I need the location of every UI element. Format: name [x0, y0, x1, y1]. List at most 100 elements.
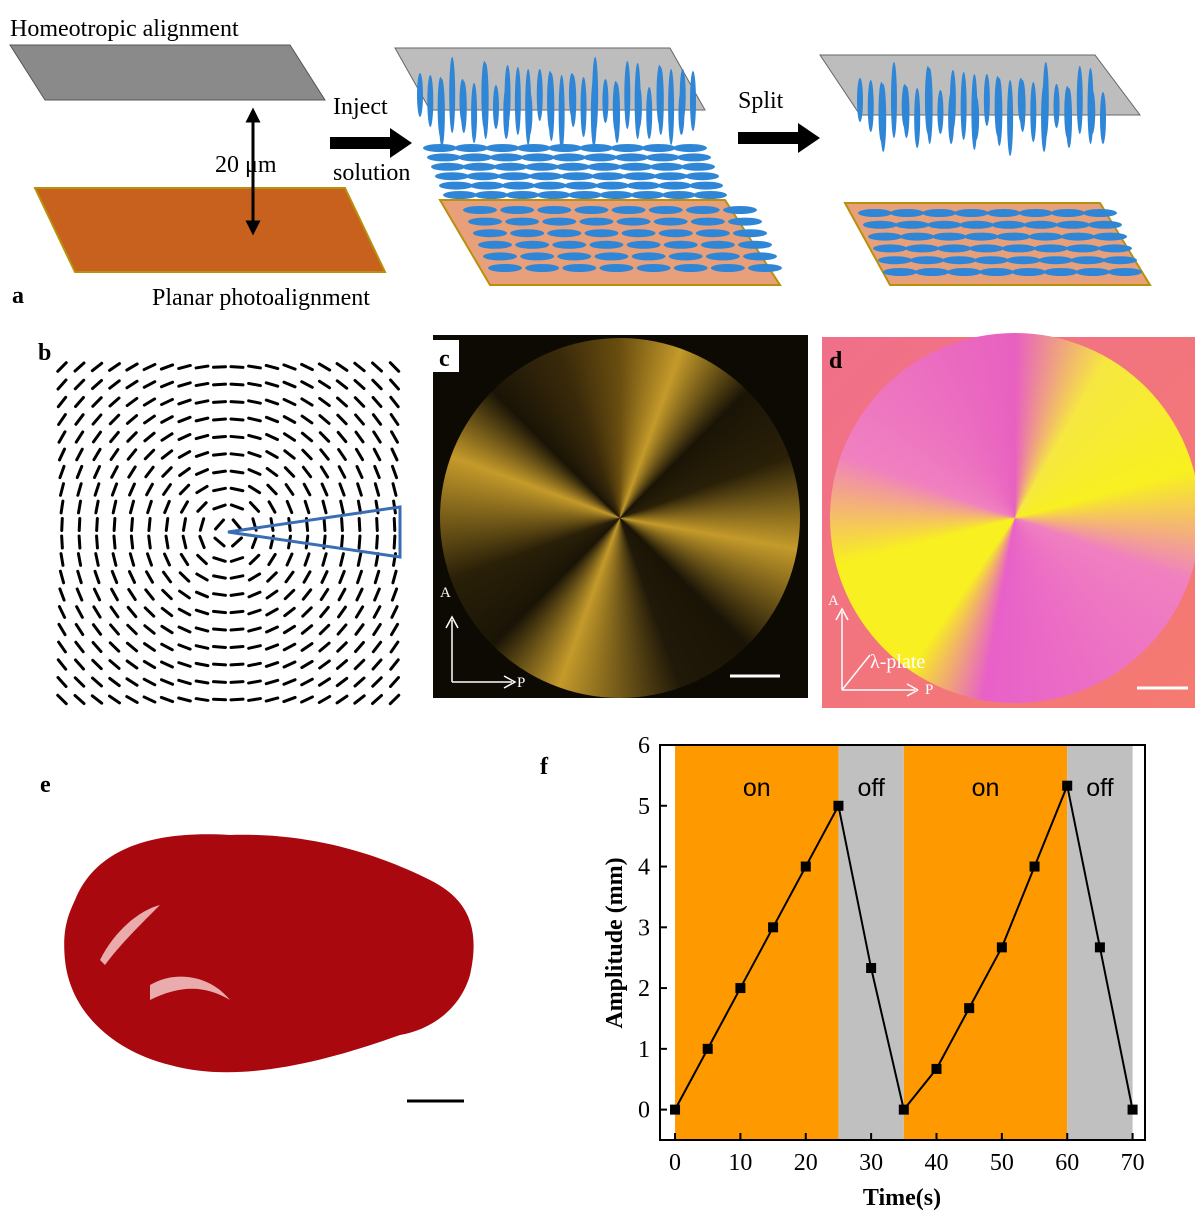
director: [267, 627, 278, 632]
director: [97, 519, 98, 531]
director: [355, 363, 364, 370]
lc-molecule: [857, 78, 863, 122]
director: [196, 418, 208, 421]
lc-molecule: [520, 252, 554, 260]
director: [214, 629, 226, 630]
lc-molecule: [560, 172, 594, 180]
director: [231, 488, 243, 490]
director: [356, 607, 362, 617]
figure-svg: Homeotropic alignment 20 μm Inject solut…: [0, 0, 1195, 1213]
director: [94, 607, 100, 617]
director: [284, 417, 295, 423]
figure: Homeotropic alignment 20 μm Inject solut…: [0, 0, 1195, 1213]
lc-molecule: [594, 252, 628, 260]
lc-molecule: [691, 218, 725, 226]
lc-molecule: [1100, 92, 1106, 144]
director: [374, 607, 380, 618]
panel-label: b: [38, 340, 51, 366]
lc-molecule: [506, 191, 540, 199]
text: Split: [738, 88, 784, 114]
director: [214, 699, 226, 700]
lc-molecule: [579, 218, 613, 226]
text: Homeotropic alignment: [10, 16, 239, 42]
director: [196, 366, 208, 368]
lc-molecule: [526, 91, 532, 135]
director: [339, 607, 346, 617]
lc-molecule: [649, 206, 683, 214]
director: [302, 644, 312, 651]
panel-label: a: [12, 283, 24, 309]
director: [391, 397, 398, 406]
director: [231, 594, 243, 596]
lc-molecule: [521, 153, 555, 161]
director: [127, 364, 137, 370]
lc-molecule: [478, 241, 512, 249]
y-tick-label: 3: [638, 915, 650, 941]
director: [197, 574, 207, 580]
lc-molecule: [548, 144, 582, 152]
director: [249, 646, 261, 649]
director: [179, 698, 191, 701]
director: [338, 643, 347, 651]
director: [392, 432, 398, 442]
lc-molecule: [615, 153, 649, 161]
director: [59, 607, 64, 618]
lc-molecule: [927, 68, 933, 144]
lc-molecule: [581, 77, 587, 137]
director: [60, 589, 64, 600]
lc-molecule: [533, 182, 567, 190]
director: [79, 536, 80, 548]
director: [113, 501, 116, 513]
director: [267, 434, 278, 439]
director: [375, 466, 379, 477]
director: [390, 678, 398, 687]
director: [111, 625, 119, 634]
text: P: [925, 682, 933, 698]
director: [319, 697, 329, 703]
lc-molecule: [637, 264, 671, 272]
director: [373, 660, 381, 669]
data-point: [964, 1003, 974, 1013]
director: [214, 367, 226, 368]
x-axis-title: Time(s): [863, 1185, 941, 1211]
director: [196, 663, 208, 665]
lc-molecule: [681, 163, 715, 171]
director: [303, 467, 310, 477]
lc-molecule: [562, 264, 596, 272]
director: [214, 488, 226, 490]
director: [165, 501, 170, 512]
director: [96, 501, 98, 513]
y-tick-label: 5: [638, 794, 650, 820]
director: [231, 367, 243, 368]
lc-molecule: [1007, 256, 1041, 264]
lc-molecule: [589, 241, 623, 249]
director: [391, 660, 398, 669]
director: [114, 519, 115, 531]
director: [322, 572, 327, 583]
director: [196, 681, 208, 683]
lc-molecule: [461, 81, 467, 133]
director: [266, 365, 278, 368]
lc-molecule: [1089, 90, 1095, 134]
lc-molecule: [891, 62, 897, 138]
director: [179, 627, 190, 632]
director: [93, 660, 102, 668]
director: [249, 699, 261, 701]
director: [110, 661, 119, 669]
lc-molecule: [548, 73, 554, 141]
director: [180, 468, 190, 475]
director: [231, 454, 243, 455]
lc-molecule: [689, 182, 723, 190]
director: [75, 696, 84, 704]
director: [145, 450, 153, 459]
director: [269, 554, 275, 564]
lc-molecule: [863, 221, 897, 229]
lc-molecule: [427, 153, 461, 161]
lc-molecule: [417, 73, 423, 117]
director: [163, 590, 172, 598]
lc-molecule: [435, 172, 469, 180]
lc-molecule: [1076, 268, 1110, 276]
director: [179, 435, 190, 440]
lc-molecule: [510, 229, 544, 237]
director: [373, 678, 382, 686]
